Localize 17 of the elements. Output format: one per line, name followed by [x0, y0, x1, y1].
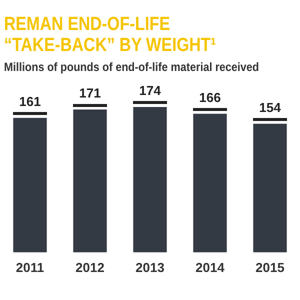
bar [193, 114, 227, 252]
data-label: 166 [199, 90, 221, 105]
data-label: 174 [139, 83, 162, 98]
data-label: 171 [79, 86, 101, 101]
x-tick-label: 2012 [76, 260, 104, 275]
bar [73, 110, 107, 252]
bar [13, 118, 47, 252]
bar [253, 124, 287, 252]
data-label: 161 [19, 94, 41, 109]
x-tick-label: 2011 [16, 260, 44, 275]
data-label: 154 [259, 100, 282, 115]
x-tick-label: 2013 [136, 260, 164, 275]
bar [133, 107, 167, 252]
chart-title: REMAN END-OF-LIFE “TAKE-BACK” BY WEIGHT¹ [4, 14, 218, 56]
x-tick-label: 2015 [256, 260, 284, 275]
chart-subtitle: Millions of pounds of end-of-life material received [4, 60, 260, 74]
x-tick-label: 2014 [196, 260, 226, 275]
